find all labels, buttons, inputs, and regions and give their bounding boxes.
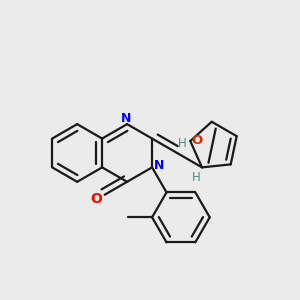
Text: O: O (191, 134, 202, 147)
Text: H: H (192, 171, 201, 184)
Text: H: H (178, 137, 187, 150)
Text: N: N (120, 112, 131, 125)
Text: O: O (90, 192, 102, 206)
Text: N: N (153, 159, 164, 172)
